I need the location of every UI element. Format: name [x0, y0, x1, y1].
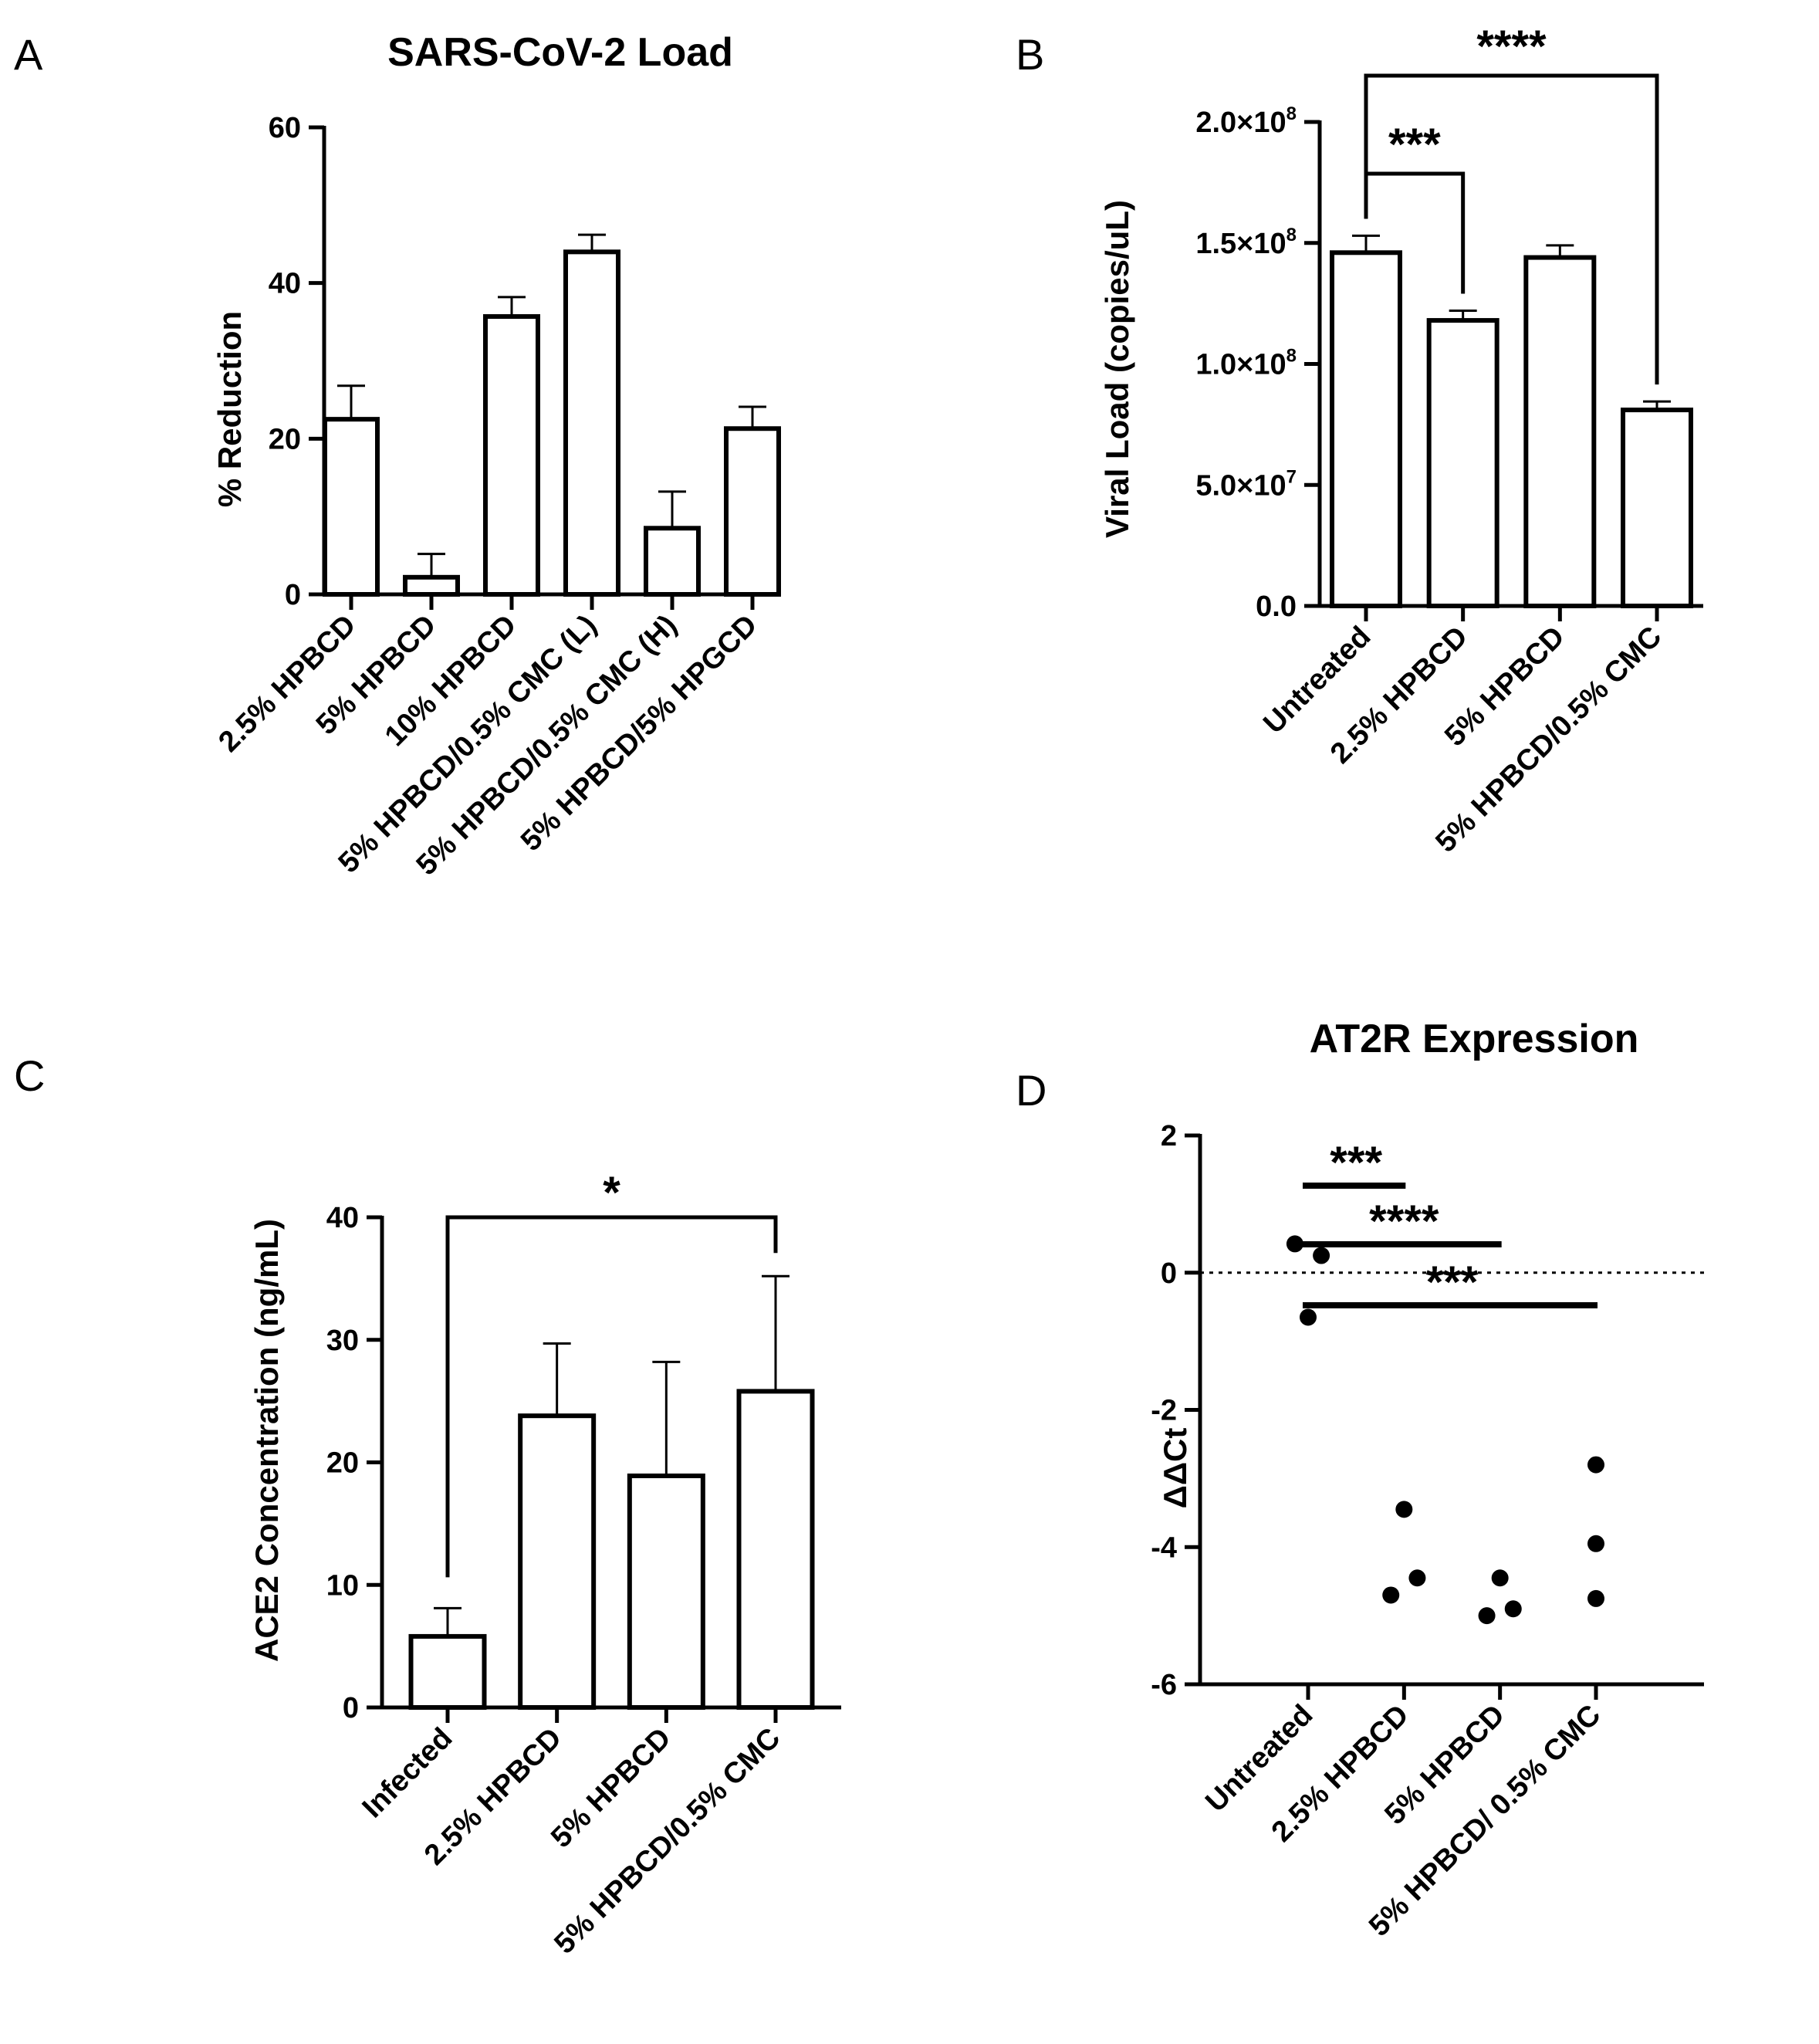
panel-label-c: C [14, 1051, 45, 1100]
panel-b-chart: 0.05.0×1071.0×1081.5×1082.0×108Untreated… [1195, 22, 1703, 859]
panel-b-significance-label: *** [1388, 120, 1441, 170]
panel-a-bar [724, 426, 781, 597]
panel-a-bar [644, 526, 701, 597]
panel-a-title: SARS-CoV-2 Load [387, 30, 733, 75]
panel-d-data-point [1395, 1501, 1413, 1518]
panel-a-bar [323, 417, 380, 597]
panel-b-y-tick-label: 5.0×107 [1195, 466, 1297, 502]
panel-d-data-point [1478, 1607, 1496, 1625]
panel-d-significance-label: *** [1426, 1257, 1479, 1308]
panel-b-bar [1621, 408, 1693, 608]
panel-a-y-tick-label: 60 [269, 112, 301, 144]
panel-b-bar [1426, 318, 1499, 608]
panel-a-bar [403, 574, 460, 597]
panel-b-significance-bracket [1364, 73, 1659, 385]
panel-d-data-point [1504, 1600, 1522, 1618]
panel-label-b: B [1016, 30, 1044, 79]
panel-d-data-point [1587, 1535, 1604, 1552]
panel-d-y-tick-label: -4 [1151, 1531, 1177, 1564]
panel-d-data-point [1300, 1308, 1317, 1326]
panel-a-bar [563, 249, 620, 597]
panel-c-bar [518, 1413, 597, 1711]
panel-d-data-point [1491, 1569, 1509, 1587]
panel-d-significance-label: **** [1369, 1196, 1439, 1247]
panel-d-y-tick-label: -2 [1151, 1395, 1177, 1427]
panel-b-y-axis-label: Viral Load (copies/uL) [1099, 200, 1135, 538]
panel-label-a: A [14, 30, 43, 79]
panel-c-y-tick-label: 40 [326, 1202, 359, 1234]
panel-b-y-tick-label: 1.5×108 [1195, 225, 1297, 260]
panel-c-significance-label: * [603, 1168, 620, 1218]
panel-d-data-point [1587, 1456, 1604, 1474]
panel-c-bar [627, 1473, 705, 1711]
panel-c-y-tick-label: 30 [326, 1325, 359, 1357]
panel-c-bar [408, 1633, 487, 1711]
panel-d-data-point [1286, 1235, 1303, 1253]
panel-c-category-label: 5% HPBCD/0.5% CMC [548, 1722, 786, 1961]
panel-d-data-point [1313, 1247, 1330, 1264]
panel-d-significance-label: *** [1330, 1138, 1382, 1188]
panel-d-data-point [1408, 1569, 1426, 1587]
panel-a-y-tick-label: 40 [269, 268, 301, 300]
panel-a-y-axis-label: % Reduction [211, 311, 248, 507]
panel-b-bar [1330, 250, 1402, 608]
panel-c-significance-bracket [445, 1215, 778, 1578]
panel-d-y-tick-label: 0 [1161, 1257, 1177, 1290]
panel-d-data-point [1587, 1589, 1604, 1607]
panel-c-y-tick-label: 0 [343, 1692, 359, 1724]
panel-b-y-tick-label: 0.0 [1256, 591, 1297, 623]
panel-d-title: AT2R Expression [1310, 1017, 1639, 1061]
panel-c-y-tick-label: 10 [326, 1569, 359, 1602]
panel-d-data-point [1382, 1586, 1400, 1604]
panel-c-y-axis-label: ACE2 Concentration (ng/mL) [249, 1219, 285, 1662]
panel-c-bar [736, 1389, 815, 1711]
panel-a-y-tick-label: 0 [285, 579, 301, 611]
panel-a-category-label: 2.5% HPBCD [212, 609, 362, 759]
panel-b-y-tick-label: 1.0×108 [1195, 346, 1297, 381]
panel-b-y-tick-label: 2.0×108 [1195, 103, 1297, 139]
panel-label-d: D [1016, 1066, 1046, 1115]
panel-c-category-label: Infected [357, 1722, 459, 1825]
panel-a-y-tick-label: 20 [269, 423, 301, 455]
panel-a-bar [483, 314, 540, 597]
panel-d-y-axis-label: ΔΔCt [1157, 1428, 1193, 1509]
panel-d-y-tick-label: -6 [1151, 1669, 1177, 1701]
panel-b-significance-label: **** [1476, 22, 1547, 72]
panel-b-bar [1523, 255, 1597, 608]
panel-d-y-tick-label: 2 [1161, 1120, 1177, 1152]
panel-c-y-tick-label: 20 [326, 1447, 359, 1480]
